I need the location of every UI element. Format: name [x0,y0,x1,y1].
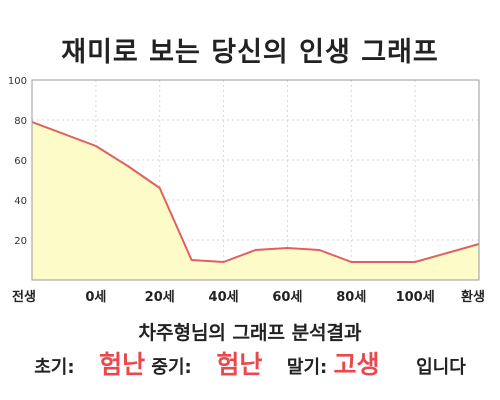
y-tick-label: 100 [8,76,27,87]
x-tick-label: 환생 [461,289,485,305]
x-tick-label: 0세 [85,290,106,305]
middle-value: 험난 [216,350,263,379]
chart-title: 재미로 보는 당신의 인생 그래프 [61,37,439,68]
life-line [31,121,480,263]
x-tick-label: 100세 [396,290,435,305]
late-value: 고생 [333,350,380,379]
y-tick-label: 80 [14,116,27,127]
middle-label: 중기: [151,357,192,378]
life-graph-chart: 20 40 60 80 100 전생 0세 20세 40세 60세 80세 100세 환생 [8,76,485,305]
y-tick-label: 60 [14,156,27,167]
early-value: 험난 [99,350,146,379]
analysis-result: 초기: 험난 중기: 험난 말기: 고생 입니다 [0,345,500,381]
y-tick-label: 20 [14,236,27,247]
y-tick-label: 40 [14,196,27,207]
y-tick-labels: 20 40 60 80 100 [8,76,27,247]
early-label: 초기: [34,357,75,378]
x-tick-label: 전생 [12,289,36,305]
life-area-fill [32,122,479,280]
ending-text: 입니다 [416,357,466,378]
x-tick-label: 80세 [336,290,366,305]
x-tick-label: 60세 [272,290,302,305]
x-tick-label: 40세 [209,290,239,305]
x-tick-labels: 전생 0세 20세 40세 60세 80세 100세 환생 [12,289,485,305]
late-label: 말기: [286,357,328,378]
analysis-summary: 차주형님의 그래프 분석결과 [138,322,362,344]
x-tick-label: 20세 [145,290,175,305]
plot-frame [31,79,480,281]
